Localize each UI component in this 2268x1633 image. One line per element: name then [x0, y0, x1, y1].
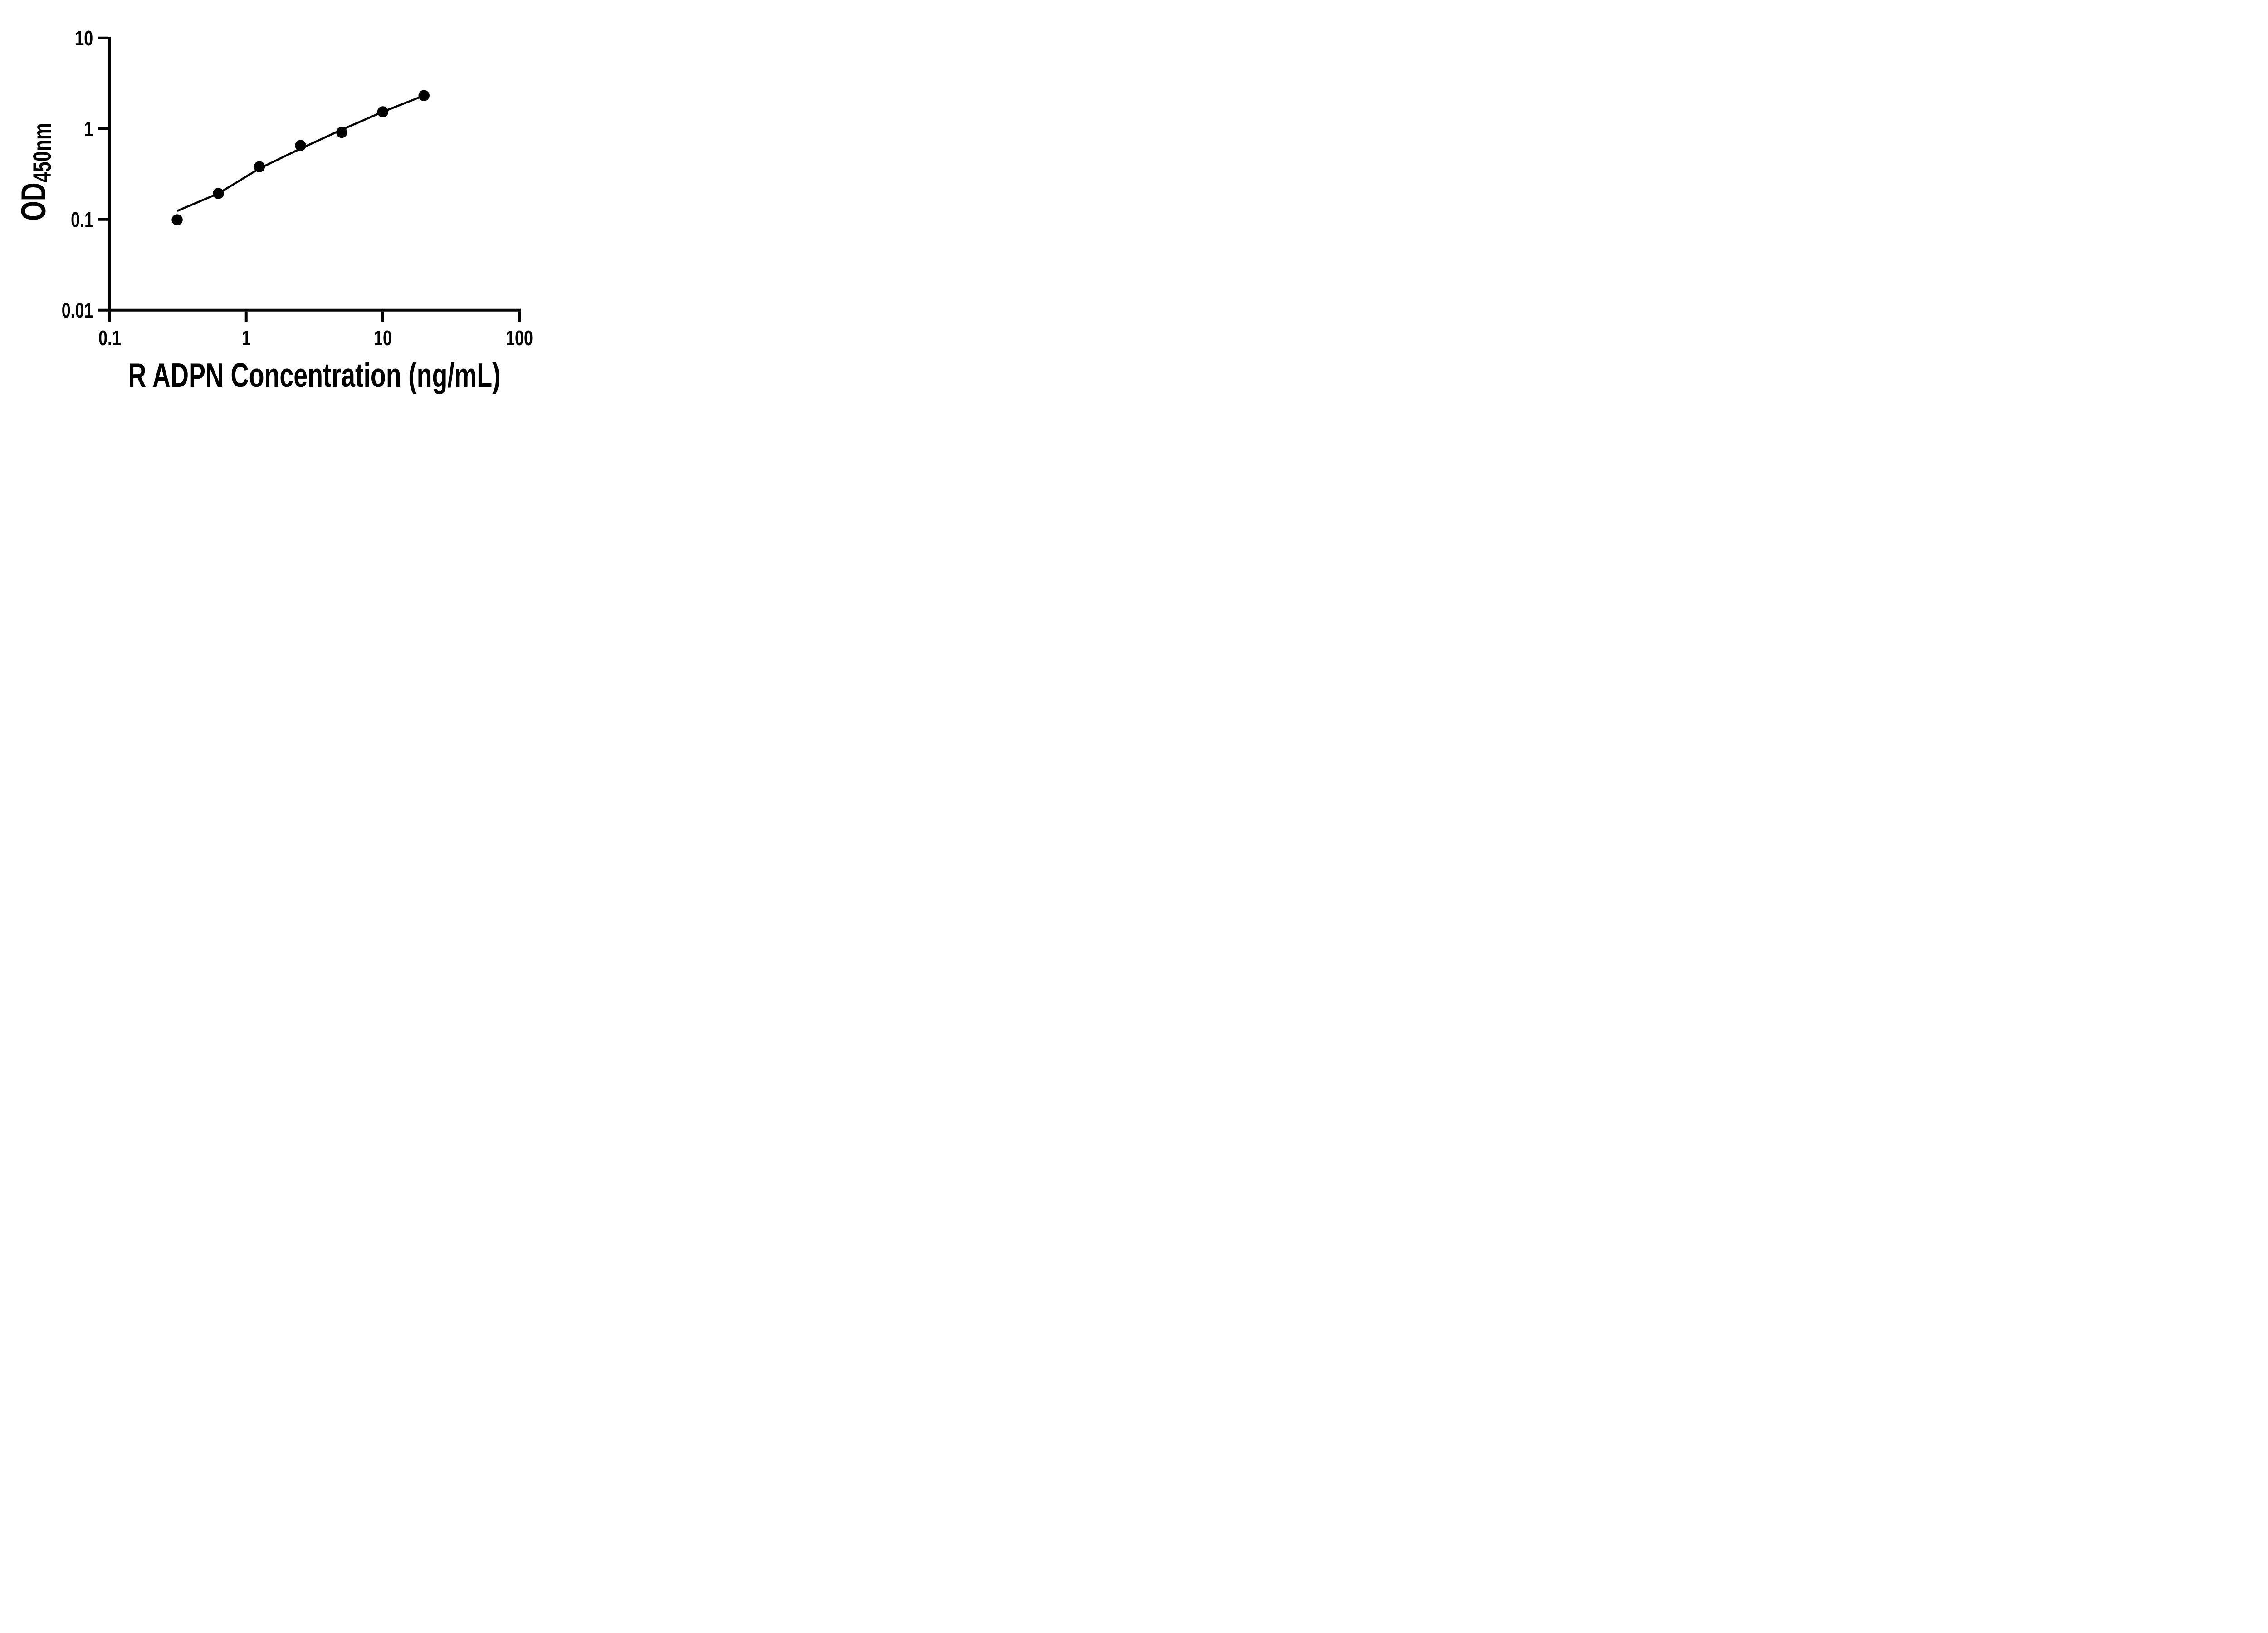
y-axis-title: OD450nm: [14, 123, 56, 221]
data-point: [418, 90, 430, 101]
y-tick-label-0.01: 0.01: [61, 298, 93, 322]
data-point: [213, 188, 224, 199]
y-axis-title-main: OD: [14, 182, 53, 221]
x-tick-label-100: 100: [506, 326, 533, 350]
y-axis-ticks: [98, 36, 108, 312]
data-point: [377, 106, 389, 117]
x-axis-ticks: [108, 311, 521, 322]
y-axis-title-subscript: 450nm: [27, 123, 56, 183]
x-tick-label-10: 10: [374, 326, 392, 350]
elisa-standard-curve-figure: 10 1 0.1 0.01 0.1 1 10 100 OD450nm R ADP…: [0, 0, 581, 408]
x-tick-label-1: 1: [241, 326, 251, 350]
x-tick-label-0.1: 0.1: [98, 326, 121, 350]
data-point: [171, 214, 183, 225]
data-point: [254, 161, 265, 172]
data-points: [171, 90, 430, 225]
data-point: [295, 140, 306, 152]
data-point: [336, 127, 347, 138]
y-tick-label-10: 10: [75, 26, 93, 50]
y-tick-label-0.1: 0.1: [70, 207, 93, 231]
x-axis-title: R ADPN Concentration (ng/mL): [128, 356, 501, 394]
y-tick-label-1: 1: [84, 117, 93, 141]
plot-svg: [98, 36, 521, 322]
